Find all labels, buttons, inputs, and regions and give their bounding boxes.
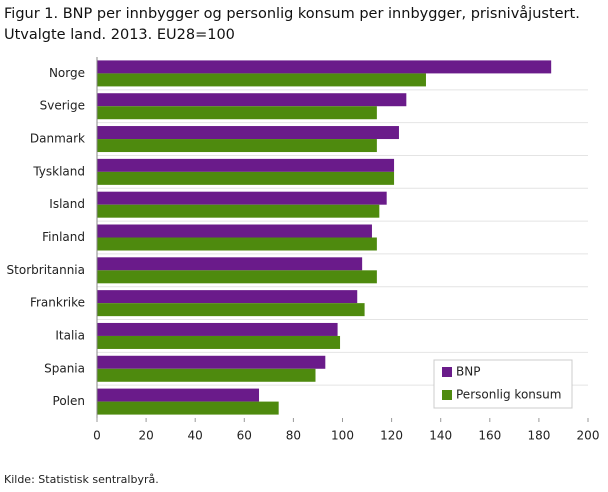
x-tick-label: 0 — [93, 429, 101, 443]
bar — [97, 139, 377, 153]
bar — [97, 126, 399, 140]
y-tick-label: Norge — [49, 66, 85, 80]
x-tick-label: 20 — [138, 429, 153, 443]
bar — [97, 290, 358, 304]
x-tick-label: 160 — [478, 429, 501, 443]
x-tick-label: 40 — [188, 429, 203, 443]
bar — [97, 171, 395, 185]
x-tick-label: 60 — [237, 429, 252, 443]
y-tick-label: Polen — [53, 394, 85, 408]
y-tick-label: Island — [49, 197, 85, 211]
bar — [97, 388, 260, 402]
x-tick-label: 80 — [286, 429, 301, 443]
bar — [97, 322, 338, 336]
bar — [97, 368, 316, 382]
x-tick-label: 180 — [527, 429, 550, 443]
bar — [97, 106, 377, 120]
source: Kilde: Statistisk sentralbyrå. — [4, 473, 159, 486]
bar — [97, 270, 377, 284]
chart-title: Utvalgte land. 2013. EU28=100 — [4, 27, 235, 43]
legend-swatch — [442, 390, 452, 400]
bar — [97, 355, 326, 369]
legend-swatch — [442, 367, 452, 377]
bar — [97, 73, 426, 87]
bar — [97, 93, 407, 107]
bar — [97, 303, 365, 317]
x-tick-label: 100 — [331, 429, 354, 443]
y-tick-label: Storbritannia — [7, 263, 85, 277]
bar — [97, 335, 341, 349]
chart-title: Figur 1. BNP per innbygger og personlig … — [4, 5, 580, 22]
bar — [97, 204, 380, 218]
legend-box — [433, 359, 573, 409]
x-tick-label: 200 — [577, 429, 600, 443]
bar — [97, 257, 363, 271]
x-tick-label: 140 — [429, 429, 452, 443]
bar — [97, 191, 387, 205]
bar — [97, 158, 395, 172]
legend-label: Personlig konsum — [456, 388, 561, 402]
bar — [97, 224, 372, 238]
x-tick-label: 120 — [380, 429, 403, 443]
bar — [97, 237, 377, 251]
y-tick-label: Spania — [44, 361, 85, 375]
bar — [97, 60, 552, 74]
y-tick-label: Italia — [55, 328, 85, 342]
y-tick-label: Danmark — [30, 132, 85, 146]
y-tick-label: Sverige — [40, 99, 85, 113]
y-tick-label: Tyskland — [32, 164, 85, 178]
y-tick-label: Finland — [42, 230, 85, 244]
bar — [97, 401, 279, 415]
legend-label: BNP — [456, 365, 480, 379]
y-tick-label: Frankrike — [30, 296, 85, 310]
